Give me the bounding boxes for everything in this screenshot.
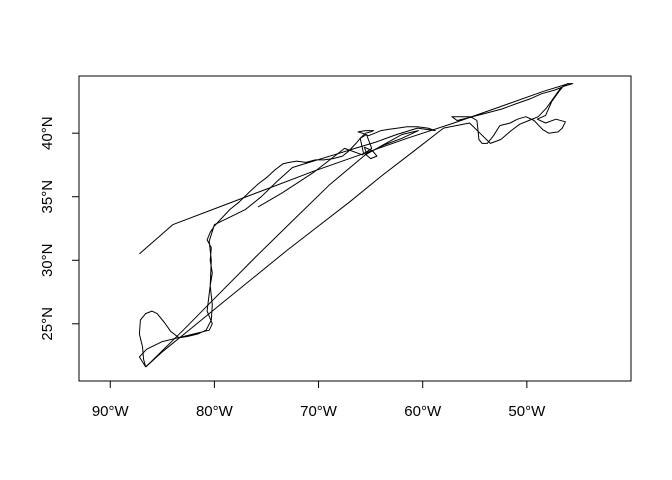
track-line-2 — [139, 83, 574, 368]
y-tick-label: 30°N — [39, 244, 56, 278]
y-tick-label: 25°N — [39, 307, 56, 341]
y-axis: 25°N 30°N 35°N 40°N — [39, 116, 79, 341]
plot-frame — [78, 75, 632, 382]
x-tick-label: 60°W — [404, 403, 442, 420]
y-tick-label: 40°N — [39, 116, 56, 150]
track-layer — [138, 83, 574, 368]
x-tick-label: 90°W — [92, 403, 130, 420]
x-tick-label: 50°W — [508, 403, 546, 420]
y-tick-label: 35°N — [39, 180, 56, 214]
x-tick-label: 80°W — [196, 403, 234, 420]
track-line-3 — [145, 130, 419, 368]
x-tick-label: 70°W — [300, 403, 338, 420]
track-line-1 — [138, 126, 436, 368]
x-axis: 90°W 80°W 70°W 60°W 50°W — [92, 381, 546, 420]
